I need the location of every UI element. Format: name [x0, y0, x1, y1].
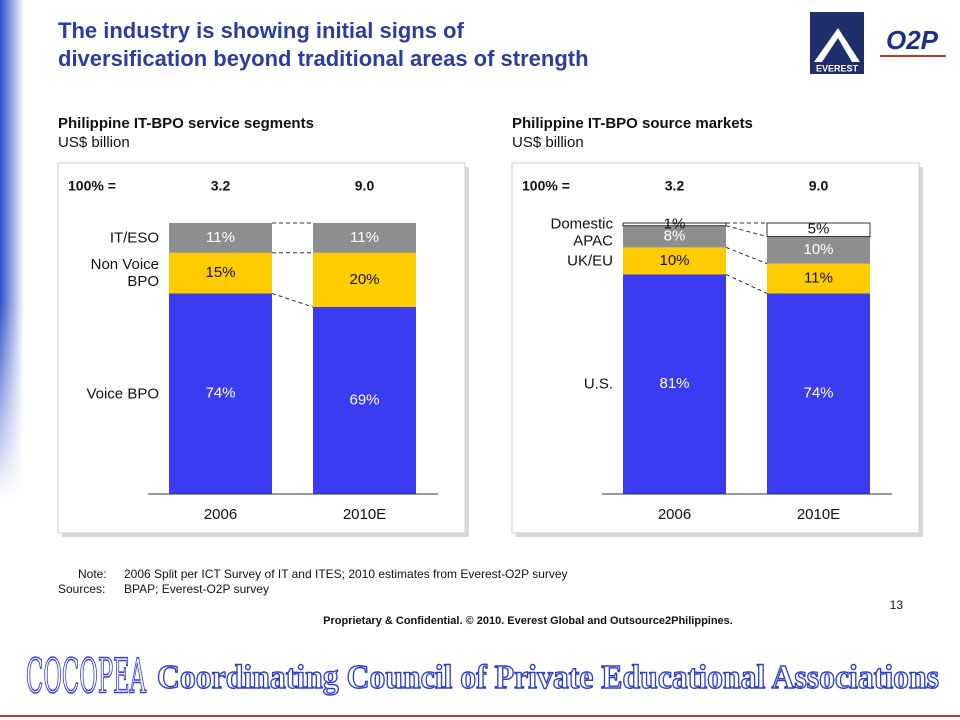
page-number: 13 [890, 598, 904, 612]
bar-segment [313, 252, 416, 308]
value-label: 11% [206, 229, 235, 246]
chart-subtitle: US$ billion [512, 134, 584, 151]
bar-segment [766, 222, 871, 238]
total-label: 3.2 [211, 178, 231, 194]
bar-segment [169, 223, 272, 253]
note: 2006 Split per ICT Survey of IT and ITES… [124, 567, 568, 581]
x-tick-label: 2006 [204, 506, 237, 523]
everest-mountain-inner [822, 38, 852, 62]
value-label: 69% [349, 391, 379, 408]
value-label: 74% [803, 385, 833, 402]
bar-segment [767, 293, 870, 494]
everest-logo-text: EVEREST [816, 63, 859, 73]
value-label: 10% [803, 241, 833, 258]
note-label: Note: [78, 567, 107, 581]
title-line: diversification beyond traditional areas… [58, 46, 589, 71]
value-label: 74% [205, 385, 235, 402]
bar-segment [313, 307, 416, 494]
banner-text: Coordinating Council of Private Educatio… [157, 659, 939, 696]
series-name: Voice BPO [86, 385, 159, 403]
bar-segment [313, 223, 416, 253]
bar-segment [169, 293, 272, 494]
total-label: 9.0 [809, 178, 829, 194]
value-label: 11% [804, 270, 833, 287]
banner-logo: COCOPEA [26, 649, 147, 705]
connector [725, 274, 768, 294]
value-label: 20% [349, 271, 379, 288]
bar-segment [622, 222, 727, 227]
value-label: 11% [350, 229, 379, 246]
chart-subtitle: US$ billion [58, 134, 130, 151]
o2p-logo: O2P [886, 25, 939, 55]
bar-segment [623, 225, 726, 248]
title-line: The industry is showing initial signs of [58, 18, 464, 43]
chart-title: Philippine IT-BPO service segments [58, 115, 314, 132]
side-strip-fade [0, 300, 24, 500]
connector [271, 292, 314, 308]
value-label: 15% [205, 264, 235, 281]
bar-segment [767, 236, 870, 264]
bar-segment [623, 247, 726, 275]
value-label: 10% [659, 252, 689, 269]
value-label: 5% [808, 221, 830, 238]
series-name: U.S. [583, 375, 613, 393]
value-label: 8% [664, 228, 686, 245]
series-name: IT/ESO [109, 229, 159, 247]
total-header: 100% = [68, 178, 116, 194]
total-header: 100% = [522, 178, 570, 194]
bar-segment [623, 274, 726, 494]
connector [725, 246, 768, 265]
sources-label: Sources: [58, 582, 105, 596]
footer: Proprietary & Confidential. © 2010. Ever… [323, 615, 733, 627]
bar-segment [767, 263, 870, 294]
value-label: 81% [659, 375, 689, 392]
x-tick-label: 2006 [658, 506, 691, 523]
chart-title: Philippine IT-BPO source markets [512, 115, 753, 132]
series-name: UK/EU [567, 252, 613, 270]
series-name: APAC [573, 232, 613, 250]
total-label: 3.2 [665, 178, 685, 194]
bar-segment [169, 252, 272, 294]
x-tick-label: 2010E [797, 506, 840, 523]
sources: BPAP; Everest-O2P survey [124, 582, 269, 596]
series-name: Non Voice BPO [90, 256, 159, 291]
connector [725, 225, 768, 238]
x-tick-label: 2010E [343, 506, 386, 523]
total-label: 9.0 [355, 178, 375, 194]
series-name: Domestic [550, 215, 613, 233]
value-label: 1% [664, 215, 686, 232]
